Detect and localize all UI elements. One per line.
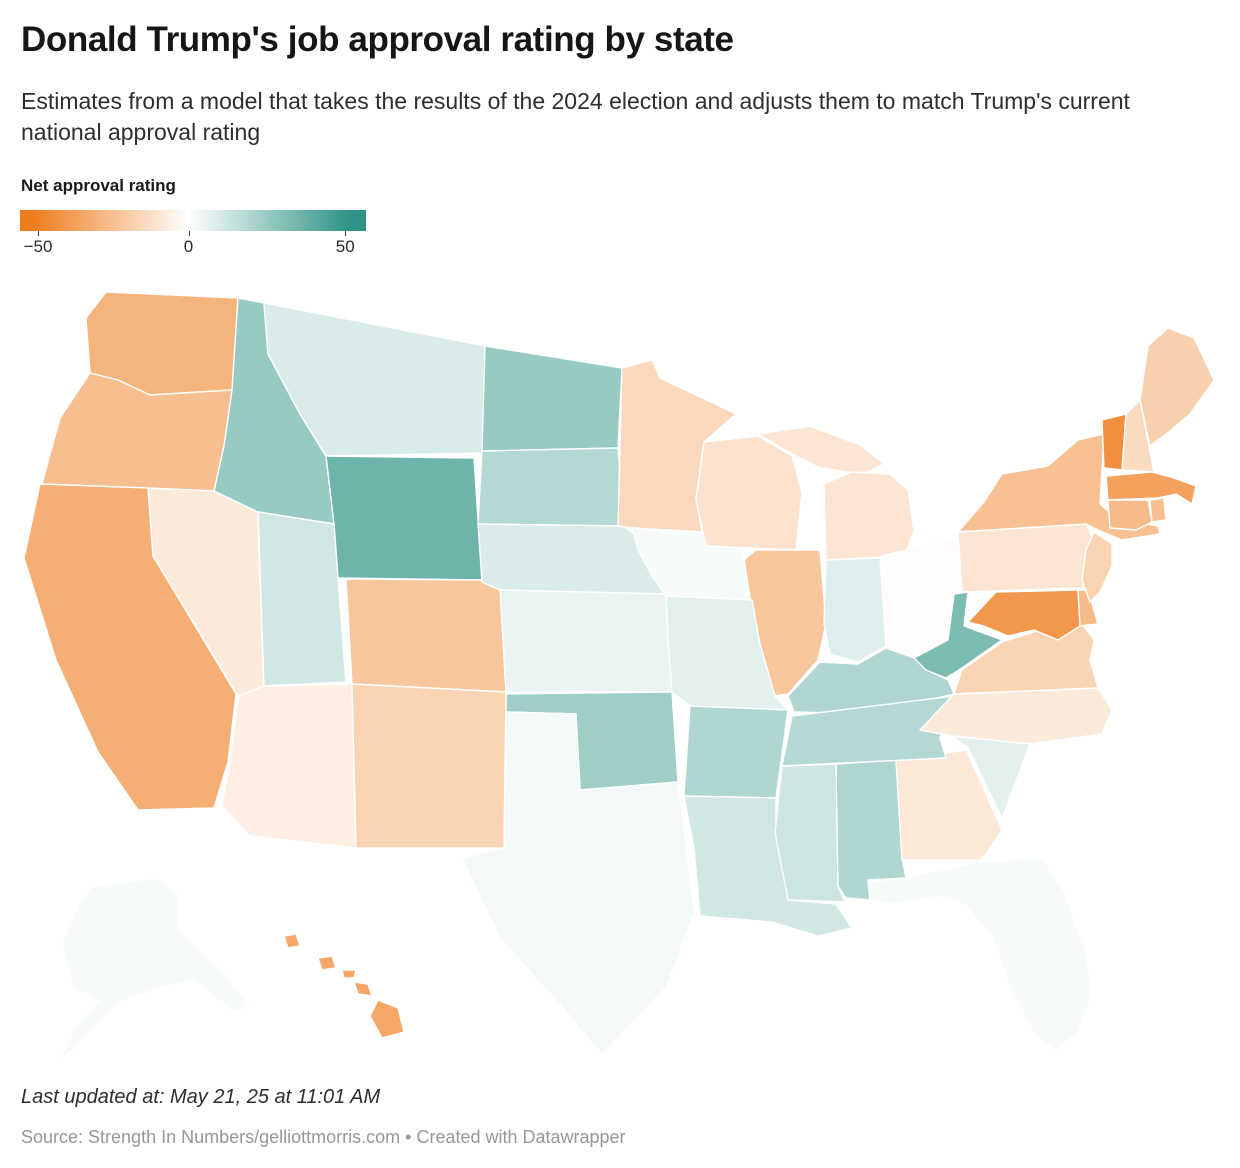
legend-title: Net approval rating bbox=[21, 176, 176, 195]
state-maryland[interactable] bbox=[967, 589, 1081, 641]
state-rhode-island[interactable] bbox=[1149, 497, 1167, 523]
page-title: Donald Trump's job approval rating by st… bbox=[21, 20, 734, 59]
state-south-carolina[interactable] bbox=[951, 735, 1031, 819]
state-hawaii-molokai[interactable] bbox=[341, 969, 357, 979]
state-utah[interactable] bbox=[257, 511, 347, 687]
legend-tick-mark-max bbox=[345, 231, 347, 236]
us-choropleth-map bbox=[23, 291, 1215, 1061]
legend-tick-label-max: 50 bbox=[335, 237, 355, 256]
chart-subtitle: Estimates from a model that takes the re… bbox=[21, 88, 1130, 145]
state-north-carolina[interactable] bbox=[919, 687, 1113, 745]
states-layer bbox=[23, 291, 1215, 1061]
state-mississippi[interactable] bbox=[774, 763, 846, 903]
state-colorado[interactable] bbox=[345, 578, 507, 693]
legend-tick-mark-mid bbox=[188, 231, 190, 236]
state-texas[interactable] bbox=[461, 711, 695, 1055]
legend-tick-label-min: −50 bbox=[23, 237, 53, 256]
state-hawaii-maui[interactable] bbox=[353, 981, 373, 997]
state-michigan[interactable] bbox=[823, 471, 915, 561]
state-georgia[interactable] bbox=[895, 749, 1003, 861]
state-tennessee[interactable] bbox=[781, 695, 955, 767]
last-updated-text: Last updated at: May 21, 25 at 11:01 AM bbox=[21, 1086, 381, 1108]
state-hawaii-kauai[interactable] bbox=[283, 933, 301, 949]
state-wyoming[interactable] bbox=[325, 455, 483, 581]
state-delaware[interactable] bbox=[1077, 589, 1099, 627]
legend-tick-label-mid: 0 bbox=[183, 237, 194, 256]
state-hawaii-big-island[interactable] bbox=[369, 999, 405, 1039]
legend-tick-mark-min bbox=[37, 231, 39, 236]
state-pennsylvania[interactable] bbox=[957, 521, 1099, 593]
state-arizona[interactable] bbox=[221, 683, 357, 849]
state-south-dakota[interactable] bbox=[477, 447, 625, 527]
state-new-mexico[interactable] bbox=[351, 683, 507, 849]
state-arkansas[interactable] bbox=[683, 705, 789, 799]
state-hawaii-oahu[interactable] bbox=[317, 955, 337, 971]
state-wisconsin[interactable] bbox=[695, 435, 803, 551]
state-michigan-upper-peninsula[interactable] bbox=[757, 425, 885, 475]
state-indiana[interactable] bbox=[823, 557, 887, 663]
state-maine[interactable] bbox=[1139, 327, 1215, 447]
state-north-dakota[interactable] bbox=[481, 345, 623, 452]
source-attribution: Source: Strength In Numbers/gelliottmorr… bbox=[21, 1127, 626, 1147]
state-west-virginia[interactable] bbox=[913, 591, 1003, 679]
state-florida[interactable] bbox=[867, 857, 1093, 1051]
legend-gradient-bar: −50 0 50 bbox=[20, 210, 366, 256]
state-kansas[interactable] bbox=[499, 589, 673, 693]
state-alaska[interactable] bbox=[59, 877, 251, 1061]
state-connecticut[interactable] bbox=[1107, 499, 1153, 531]
state-new-jersey[interactable] bbox=[1081, 531, 1113, 603]
